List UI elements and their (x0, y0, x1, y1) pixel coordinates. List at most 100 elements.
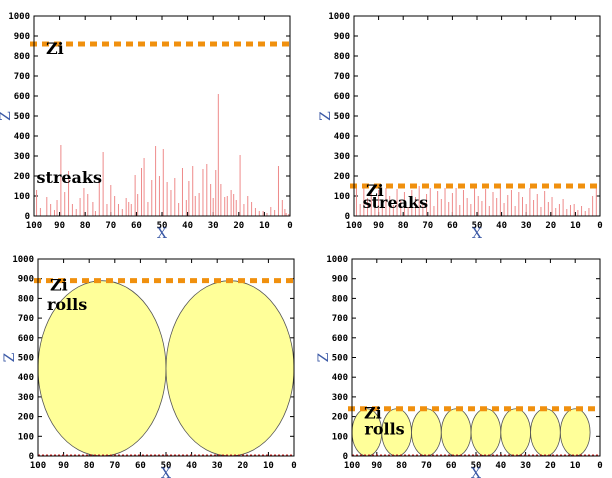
x-tick-label: 10 (570, 461, 581, 471)
x-tick-label: 40 (495, 461, 506, 471)
x-tick-label: 70 (109, 461, 120, 471)
roll-ellipse (440, 408, 472, 457)
y-tick-label: 100 (332, 432, 348, 442)
x-tick-label: 90 (58, 461, 69, 471)
y-tick-label: 400 (332, 373, 348, 383)
x-tick-label: 40 (496, 221, 507, 231)
y-tick-label: 700 (334, 72, 350, 82)
x-tick-label: 70 (421, 461, 432, 471)
y-tick-label: 400 (18, 373, 34, 383)
y-axis-label: Z (0, 111, 14, 121)
y-tick-label: 100 (14, 192, 30, 202)
zi-label: Zi (50, 276, 68, 295)
roll-ellipse (500, 408, 531, 457)
y-tick-label: 800 (14, 52, 30, 62)
y-tick-label: 1000 (326, 255, 348, 265)
x-tick-label: 20 (237, 461, 248, 471)
plot-frame (37, 258, 295, 457)
x-tick-label: 0 (291, 461, 296, 471)
x-tick-label: 90 (54, 221, 65, 231)
y-tick-label: 700 (18, 314, 34, 324)
x-tick-label: 10 (263, 461, 274, 471)
y-tick-label: 1000 (8, 12, 30, 22)
roll-ellipse (559, 408, 591, 457)
y-tick-label: 800 (332, 294, 348, 304)
roll-ellipse (411, 408, 442, 457)
x-tick-label: 20 (545, 221, 556, 231)
y-tick-label: 600 (334, 92, 350, 102)
y-tick-label: 700 (332, 314, 348, 324)
regime-label: rolls (364, 419, 404, 438)
y-tick-label: 900 (332, 275, 348, 285)
y-tick-label: 900 (334, 32, 350, 42)
y-tick-label: 800 (18, 294, 34, 304)
x-axis-label: X (471, 466, 481, 478)
x-tick-label: 80 (80, 221, 91, 231)
x-axis-label: X (161, 466, 171, 478)
y-tick-label: 300 (14, 152, 30, 162)
y-tick-label: 500 (332, 354, 348, 364)
y-axis-label: Z (2, 352, 18, 362)
y-tick-label: 0 (345, 212, 350, 222)
y-tick-label: 300 (332, 393, 348, 403)
x-tick-label: 40 (186, 461, 197, 471)
plot-frame (351, 258, 601, 457)
y-tick-label: 200 (18, 413, 34, 423)
y-tick-label: 400 (14, 132, 30, 142)
y-tick-label: 100 (334, 192, 350, 202)
y-tick-label: 200 (332, 413, 348, 423)
x-tick-label: 30 (521, 221, 532, 231)
x-tick-label: 20 (545, 461, 556, 471)
x-tick-label: 100 (346, 221, 362, 231)
y-tick-label: 100 (18, 432, 34, 442)
x-tick-label: 100 (30, 461, 46, 471)
x-tick-label: 50 (157, 221, 168, 231)
y-tick-label: 400 (334, 132, 350, 142)
zi-label: Zi (364, 404, 382, 423)
x-tick-label: 0 (597, 461, 602, 471)
y-tick-label: 600 (18, 334, 34, 344)
x-tick-label: 0 (287, 221, 292, 231)
y-tick-label: 800 (334, 52, 350, 62)
y-tick-label: 600 (14, 92, 30, 102)
y-tick-label: 600 (332, 334, 348, 344)
x-tick-label: 50 (472, 221, 483, 231)
x-tick-label: 40 (182, 221, 193, 231)
x-tick-label: 90 (371, 461, 382, 471)
y-tick-label: 0 (29, 452, 34, 462)
y-tick-label: 1000 (12, 255, 34, 265)
x-tick-label: 10 (259, 221, 270, 231)
x-tick-label: 50 (471, 461, 482, 471)
regime-label: streaks (363, 193, 428, 212)
y-tick-label: 700 (14, 72, 30, 82)
x-tick-label: 10 (570, 221, 581, 231)
roll-ellipse (470, 408, 502, 457)
plot-frame (353, 15, 601, 217)
x-axis-label: X (157, 226, 167, 242)
x-tick-label: 50 (161, 461, 172, 471)
y-tick-label: 200 (334, 172, 350, 182)
x-tick-label: 30 (208, 221, 219, 231)
x-tick-label: 30 (520, 461, 531, 471)
x-axis-label: X (472, 226, 482, 242)
y-tick-label: 900 (18, 275, 34, 285)
y-tick-label: 500 (18, 354, 34, 364)
regime-label: rolls (47, 295, 87, 314)
regime-label: streaks (37, 168, 102, 187)
x-tick-label: 70 (105, 221, 116, 231)
x-tick-label: 20 (233, 221, 244, 231)
x-tick-label: 30 (212, 461, 223, 471)
x-tick-label: 80 (396, 461, 407, 471)
y-tick-label: 900 (14, 32, 30, 42)
y-tick-label: 500 (334, 112, 350, 122)
x-tick-label: 0 (597, 221, 602, 231)
zi-label: Zi (366, 181, 384, 200)
roll-ellipse (530, 408, 561, 457)
x-tick-label: 70 (422, 221, 433, 231)
y-tick-label: 300 (18, 393, 34, 403)
roll-ellipse (165, 280, 295, 457)
